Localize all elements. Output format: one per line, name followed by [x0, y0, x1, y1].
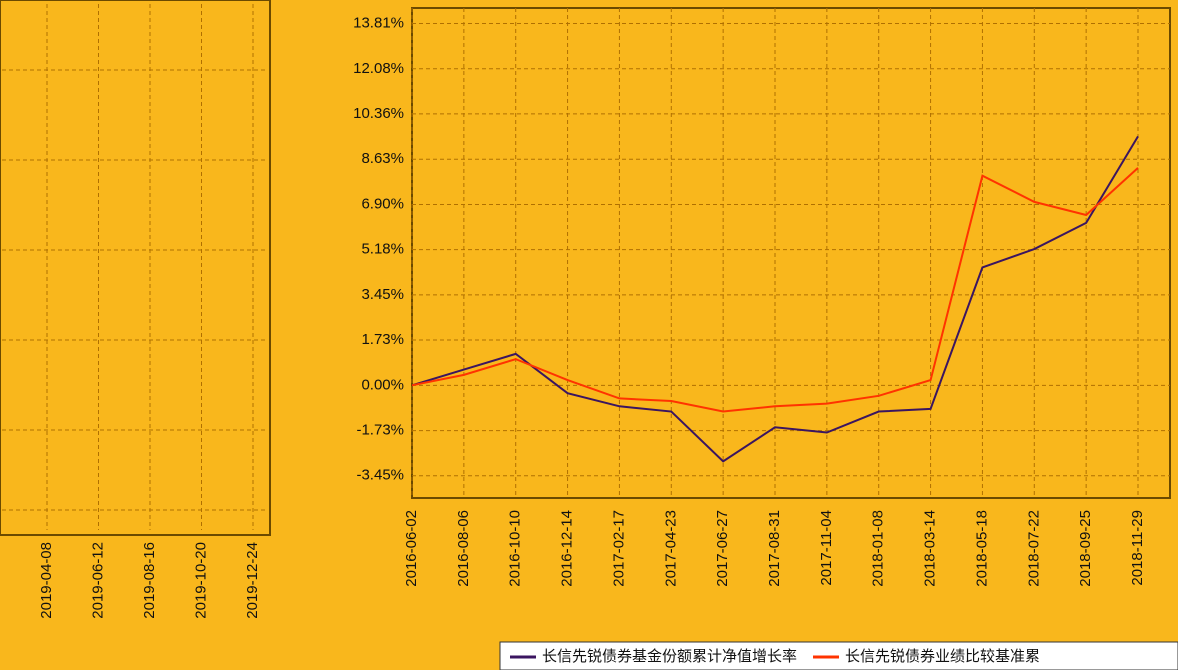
x-tick-label: 2016-10-10: [507, 510, 524, 587]
x-tick-label: 2019-04-08: [38, 542, 55, 619]
x-tick-label: 2018-03-14: [922, 510, 939, 587]
x-tick-label: 2017-04-23: [662, 510, 679, 587]
x-tick-label: 2017-02-17: [610, 510, 627, 587]
x-tick-label: 2018-01-08: [870, 510, 887, 587]
background: [0, 0, 1178, 670]
y-tick-label: 10.36%: [353, 105, 404, 122]
x-tick-label: 2018-07-22: [1025, 510, 1042, 587]
y-tick-label: 5.18%: [361, 241, 404, 258]
x-tick-label: 2018-11-29: [1129, 510, 1146, 586]
chart-screenshot: 长信先锐债券基金份额累计净值增长率 长信先锐债券业绩比较基准累 13.81% 12.…: [0, 0, 1178, 670]
x-tick-label: 2017-11-04: [818, 510, 835, 586]
y-tick-label: 8.63%: [361, 150, 404, 167]
x-tick-label: 2017-06-27: [714, 510, 731, 587]
legend-label: 长信先锐债券基金份额累计净值增长率: [542, 648, 797, 665]
y-tick-label: -3.45%: [356, 467, 404, 484]
x-tick-label: 2019-10-20: [192, 542, 209, 619]
x-tick-label: 2016-12-14: [559, 510, 576, 587]
x-tick-label: 2018-05-18: [973, 510, 990, 587]
x-tick-label: 2016-08-06: [455, 510, 472, 587]
y-tick-label: 13.81%: [353, 14, 404, 31]
y-tick-label: -1.73%: [356, 422, 404, 439]
x-tick-label: 2017-08-31: [766, 510, 783, 587]
y-tick-label: 12.08%: [353, 60, 404, 77]
legend: 长信先锐债券基金份额累计净值增长率 长信先锐债券业绩比较基准累: [510, 647, 1040, 665]
y-tick-label: 6.90%: [361, 195, 404, 212]
y-tick-label: 0.00%: [361, 376, 404, 393]
x-tick-label: 2019-08-16: [141, 542, 158, 619]
y-tick-label: 3.45%: [361, 286, 404, 303]
x-tick-label: 2019-12-24: [244, 542, 261, 619]
legend-label: 长信先锐债券业绩比较基准累: [845, 647, 1040, 665]
x-tick-label: 2019-06-12: [89, 542, 106, 619]
x-tick-label: 2016-06-02: [403, 510, 420, 587]
x-tick-label: 2018-09-25: [1077, 510, 1094, 587]
y-tick-label: 1.73%: [361, 331, 404, 348]
